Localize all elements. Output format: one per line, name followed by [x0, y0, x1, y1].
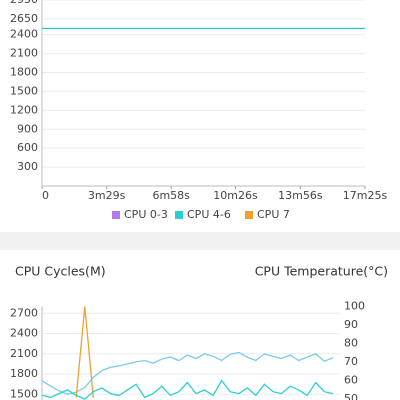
- y2-tick-label: 80: [344, 337, 358, 350]
- series-line: [41, 379, 334, 400]
- y-tick-label: 2950: [10, 0, 38, 6]
- y-tick-label: 2700: [10, 306, 38, 319]
- section-divider: [0, 232, 400, 250]
- legend-label: CPU 0-3: [124, 208, 168, 221]
- y-tick-label: 300: [17, 160, 38, 173]
- y2-tick-label: 60: [344, 374, 358, 387]
- y2-tick-label: 90: [344, 318, 358, 331]
- y-tick-label: 1500: [10, 387, 38, 400]
- y2-tick-label: 50: [344, 392, 358, 400]
- y-tick-label: 1800: [10, 66, 38, 79]
- temperature-title: CPU Temperature(°C): [255, 264, 388, 279]
- y-tick-label: 2400: [10, 327, 38, 340]
- y-tick-label: 1200: [10, 103, 38, 116]
- y-tick-label: 1500: [10, 84, 38, 97]
- y-tick-label: 2400: [10, 28, 38, 41]
- y-tick-label: 900: [17, 122, 38, 135]
- series-line: [41, 351, 334, 395]
- x-tick-label: 10m26s: [213, 189, 258, 202]
- y-tick-label: 1800: [10, 367, 38, 380]
- legend-swatch: [245, 211, 253, 219]
- x-tick-label: 6m58s: [152, 189, 190, 202]
- x-tick-label: 0: [42, 189, 49, 202]
- cycles-title: CPU Cycles(M): [15, 264, 106, 279]
- series-line: [75, 306, 94, 398]
- y-tick-label: 2100: [10, 347, 38, 360]
- y-tick-label: 2650: [10, 12, 38, 25]
- y-tick-label: 600: [17, 141, 38, 154]
- legend-label: CPU 7: [257, 208, 290, 221]
- y2-tick-label: 100: [344, 300, 365, 313]
- y-tick-label: 2100: [10, 47, 38, 60]
- x-tick-label: 13m56s: [278, 189, 323, 202]
- legend-swatch: [175, 211, 183, 219]
- legend-label: CPU 4-6: [187, 208, 231, 221]
- y2-tick-label: 70: [344, 355, 358, 368]
- x-tick-label: 17m25s: [343, 189, 388, 202]
- x-tick-label: 3m29s: [88, 189, 126, 202]
- legend-swatch: [112, 211, 120, 219]
